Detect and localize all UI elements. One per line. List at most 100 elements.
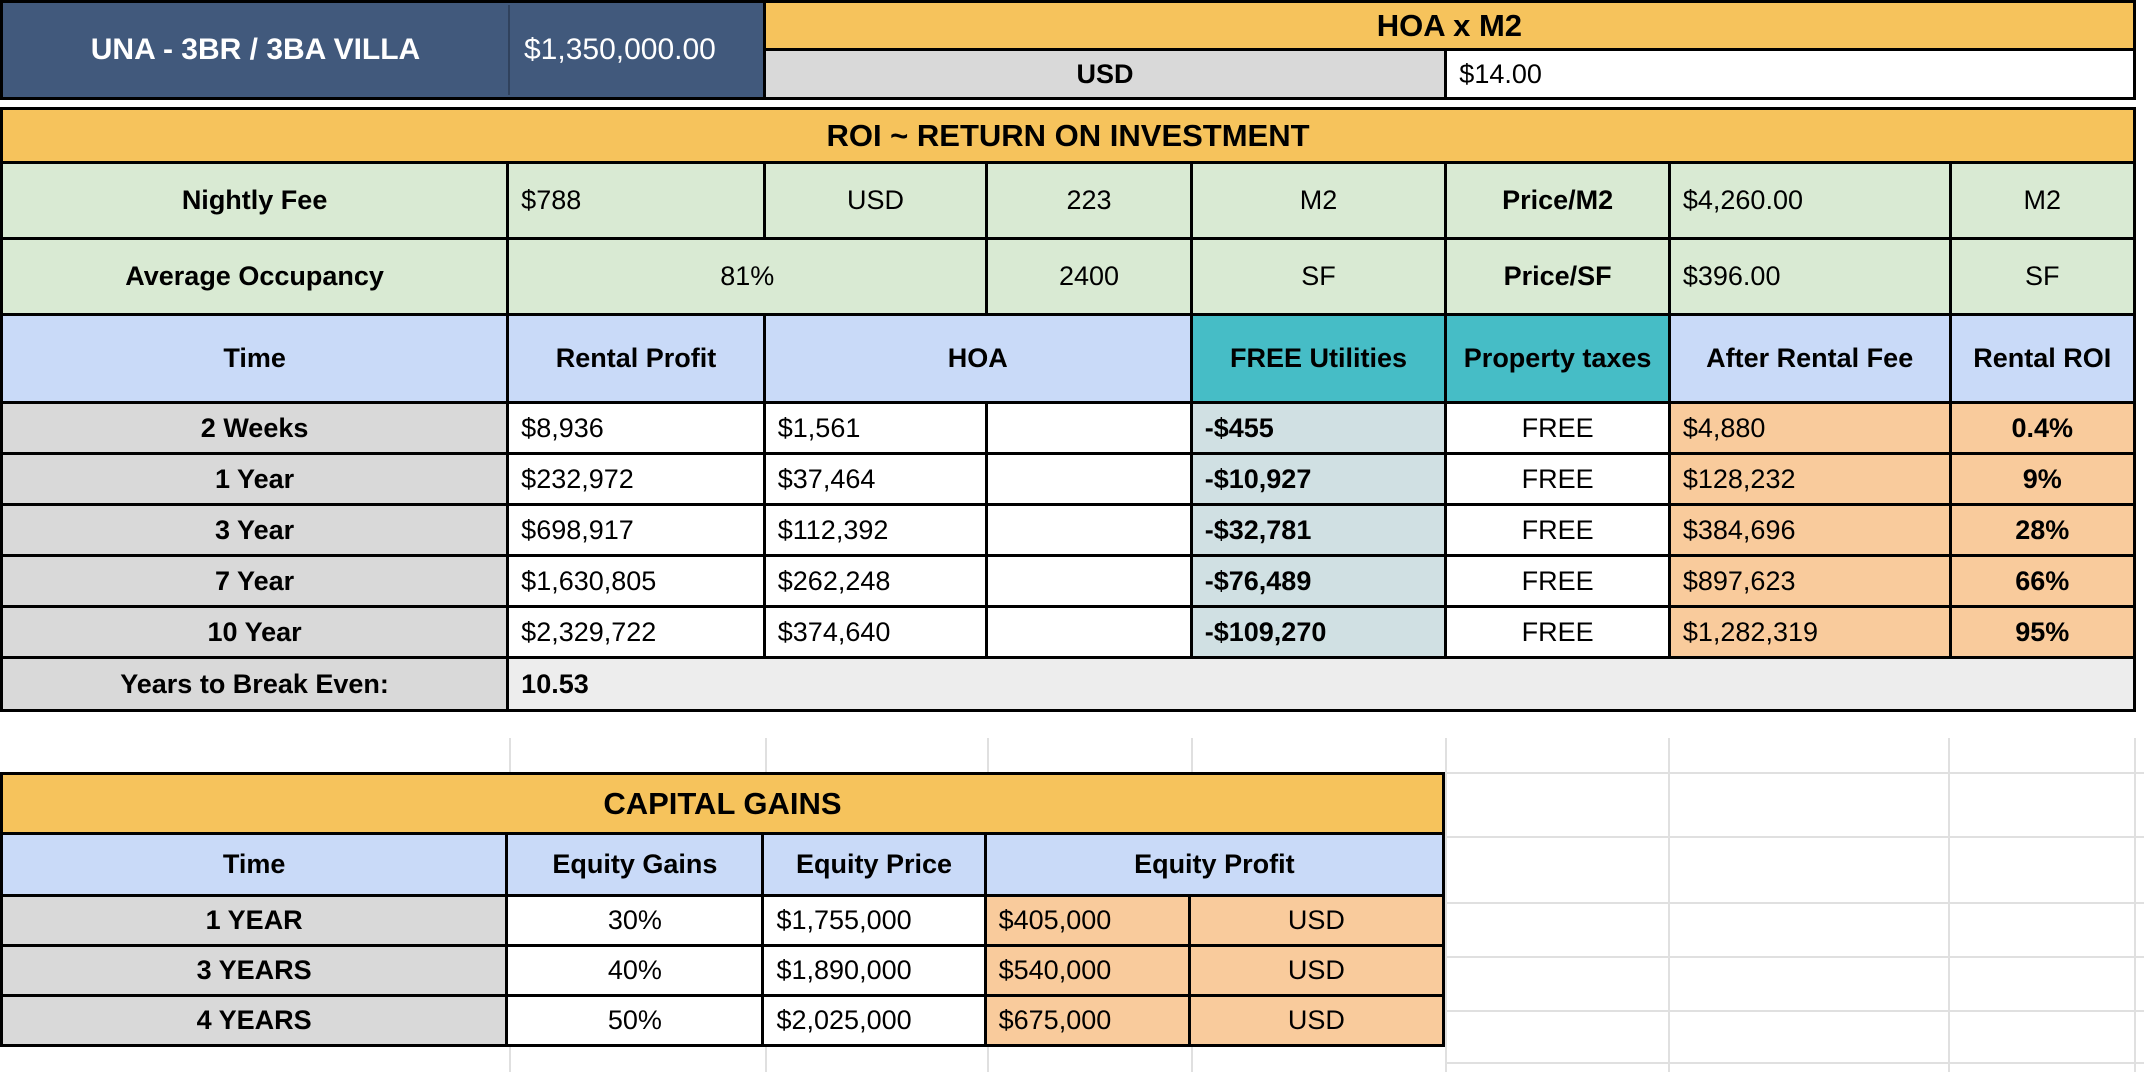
roi-rental-profit-cell[interactable]: $698,917 <box>506 503 766 557</box>
cg-header-equity-profit[interactable]: Equity Profit <box>983 832 1446 897</box>
roi-rental-roi-cell[interactable]: 28% <box>1948 503 2137 557</box>
cg-row: 4 YEARS 50% $2,025,000 $675,000 USD <box>0 994 1446 1047</box>
roi-header-hoa[interactable]: HOA <box>762 313 1193 404</box>
area-m2-unit[interactable]: M2 <box>1189 161 1448 240</box>
hoa-m2-banner[interactable]: HOA x M2 <box>762 0 2137 51</box>
roi-rental-profit-cell[interactable]: $2,329,722 <box>506 605 766 659</box>
roi-after-fee-cell[interactable]: $1,282,319 <box>1667 605 1952 659</box>
roi-rental-roi-cell[interactable]: 9% <box>1948 452 2137 506</box>
cg-equity-price-cell[interactable]: $1,755,000 <box>761 894 987 947</box>
roi-property-taxes-cell[interactable]: FREE <box>1444 554 1671 608</box>
occupancy-value[interactable]: 81% <box>506 237 989 316</box>
roi-property-taxes-cell[interactable]: FREE <box>1444 503 1671 557</box>
price-sf-label[interactable]: Price/SF <box>1444 237 1671 316</box>
price-m2-value[interactable]: $4,260.00 <box>1667 161 1952 240</box>
roi-rental-roi-cell[interactable]: 66% <box>1948 554 2137 608</box>
roi-header-after-rental-fee[interactable]: After Rental Fee <box>1667 313 1952 404</box>
cg-header-equity-gains[interactable]: Equity Gains <box>505 832 765 897</box>
roi-table: ROI ~ RETURN ON INVESTMENT Nightly Fee $… <box>0 107 2137 712</box>
price-m2-label[interactable]: Price/M2 <box>1444 161 1671 240</box>
roi-hoa-cell[interactable]: $37,464 <box>762 452 988 506</box>
property-header-cell[interactable]: UNA - 3BR / 3BA VILLA $1,350,000.00 <box>0 0 766 100</box>
cg-equity-price-cell[interactable]: $1,890,000 <box>761 944 987 997</box>
capital-gains-banner[interactable]: CAPITAL GAINS <box>0 772 1445 835</box>
roi-time-cell[interactable]: 10 Year <box>0 605 510 659</box>
break-even-value[interactable]: 10.53 <box>506 656 2136 712</box>
property-title: UNA - 3BR / 3BA VILLA <box>4 5 510 95</box>
roi-rental-profit-cell[interactable]: $8,936 <box>506 401 766 455</box>
roi-property-taxes-cell[interactable]: FREE <box>1444 452 1671 506</box>
roi-time-cell[interactable]: 7 Year <box>0 554 510 608</box>
roi-time-cell[interactable]: 2 Weeks <box>0 401 510 455</box>
cg-equity-profit-cell[interactable]: $540,000 <box>983 944 1191 997</box>
hoa-m2-currency-label[interactable]: USD <box>762 48 1448 100</box>
empty-cell[interactable] <box>985 401 1193 455</box>
roi-header-property-taxes[interactable]: Property taxes <box>1444 313 1671 404</box>
top-header-table: UNA - 3BR / 3BA VILLA $1,350,000.00 HOA … <box>0 0 2137 100</box>
price-m2-unit[interactable]: M2 <box>1948 161 2137 240</box>
empty-cell[interactable] <box>985 503 1193 557</box>
cg-time-cell[interactable]: 4 YEARS <box>0 994 509 1047</box>
cg-time-cell[interactable]: 3 YEARS <box>0 944 509 997</box>
empty-cell[interactable] <box>985 605 1193 659</box>
roi-after-fee-cell[interactable]: $4,880 <box>1667 401 1952 455</box>
cg-header-time[interactable]: Time <box>0 832 509 897</box>
roi-after-fee-cell[interactable]: $384,696 <box>1667 503 1952 557</box>
roi-utilities-cell[interactable]: -$32,781 <box>1189 503 1448 557</box>
cg-currency-cell[interactable]: USD <box>1187 994 1446 1047</box>
roi-time-cell[interactable]: 3 Year <box>0 503 510 557</box>
roi-hoa-cell[interactable]: $374,640 <box>762 605 988 659</box>
roi-after-fee-cell[interactable]: $128,232 <box>1667 452 1952 506</box>
roi-banner[interactable]: ROI ~ RETURN ON INVESTMENT <box>0 107 2136 164</box>
price-sf-value[interactable]: $396.00 <box>1667 237 1952 316</box>
roi-utilities-cell[interactable]: -$455 <box>1189 401 1448 455</box>
cg-equity-gains-cell[interactable]: 40% <box>505 944 765 997</box>
hoa-m2-rate-cell[interactable]: $14.00 <box>1444 48 2136 100</box>
roi-utilities-cell[interactable]: -$10,927 <box>1189 452 1448 506</box>
roi-row: 1 Year $232,972 $37,464 -$10,927 FREE $1… <box>0 452 2137 506</box>
cg-equity-profit-cell[interactable]: $405,000 <box>983 894 1191 947</box>
empty-cell[interactable] <box>985 554 1193 608</box>
roi-header-rental-roi[interactable]: Rental ROI <box>1948 313 2137 404</box>
roi-rental-profit-cell[interactable]: $232,972 <box>506 452 766 506</box>
cg-equity-price-cell[interactable]: $2,025,000 <box>761 994 987 1047</box>
roi-time-cell[interactable]: 1 Year <box>0 452 510 506</box>
cg-currency-cell[interactable]: USD <box>1187 894 1446 947</box>
area-sf-unit[interactable]: SF <box>1189 237 1448 316</box>
cg-row: 3 YEARS 40% $1,890,000 $540,000 USD <box>0 944 1446 997</box>
cg-currency-cell[interactable]: USD <box>1187 944 1446 997</box>
roi-hoa-cell[interactable]: $262,248 <box>762 554 988 608</box>
nightly-fee-label[interactable]: Nightly Fee <box>0 161 510 240</box>
break-even-label[interactable]: Years to Break Even: <box>0 656 510 712</box>
roi-utilities-cell[interactable]: -$76,489 <box>1189 554 1448 608</box>
nightly-fee-value[interactable]: $788 <box>506 161 766 240</box>
cg-header-equity-price[interactable]: Equity Price <box>761 832 987 897</box>
roi-property-taxes-cell[interactable]: FREE <box>1444 401 1671 455</box>
roi-rental-roi-cell[interactable]: 95% <box>1948 605 2137 659</box>
roi-row: 10 Year $2,329,722 $374,640 -$109,270 FR… <box>0 605 2137 659</box>
roi-rental-roi-cell[interactable]: 0.4% <box>1948 401 2137 455</box>
area-m2-value[interactable]: 223 <box>985 161 1193 240</box>
nightly-fee-currency[interactable]: USD <box>762 161 989 240</box>
roi-header-time[interactable]: Time <box>0 313 510 404</box>
roi-row: 3 Year $698,917 $112,392 -$32,781 FREE $… <box>0 503 2137 557</box>
cg-equity-gains-cell[interactable]: 50% <box>505 994 765 1047</box>
empty-cell[interactable] <box>985 452 1193 506</box>
roi-header-rental-profit[interactable]: Rental Profit <box>506 313 766 404</box>
roi-hoa-cell[interactable]: $112,392 <box>762 503 988 557</box>
roi-property-taxes-cell[interactable]: FREE <box>1444 605 1671 659</box>
cg-time-cell[interactable]: 1 YEAR <box>0 894 509 947</box>
occupancy-label[interactable]: Average Occupancy <box>0 237 510 316</box>
cg-row: 1 YEAR 30% $1,755,000 $405,000 USD <box>0 894 1446 947</box>
roi-row: 7 Year $1,630,805 $262,248 -$76,489 FREE… <box>0 554 2137 608</box>
roi-hoa-cell[interactable]: $1,561 <box>762 401 988 455</box>
price-sf-unit[interactable]: SF <box>1948 237 2137 316</box>
cg-equity-gains-cell[interactable]: 30% <box>505 894 765 947</box>
roi-after-fee-cell[interactable]: $897,623 <box>1667 554 1952 608</box>
roi-rental-profit-cell[interactable]: $1,630,805 <box>506 554 766 608</box>
roi-header-free-utilities[interactable]: FREE Utilities <box>1189 313 1448 404</box>
area-sf-value[interactable]: 2400 <box>985 237 1193 316</box>
roi-utilities-cell[interactable]: -$109,270 <box>1189 605 1448 659</box>
cg-equity-profit-cell[interactable]: $675,000 <box>983 994 1191 1047</box>
